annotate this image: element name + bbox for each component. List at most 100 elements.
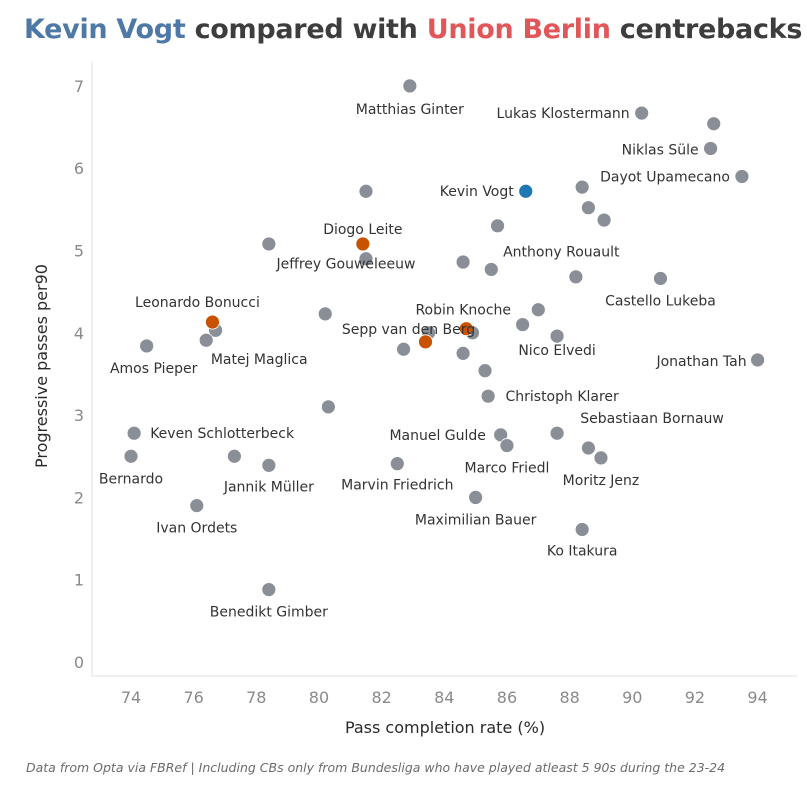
point-label: Benedikt Gimber bbox=[210, 605, 328, 621]
player-point bbox=[499, 438, 515, 453]
player-point bbox=[750, 352, 765, 368]
y-tick-label: 1 bbox=[74, 571, 84, 590]
player-point bbox=[123, 448, 139, 464]
point-label: Christoph Klarer bbox=[505, 389, 619, 405]
point-label: Ivan Ordets bbox=[156, 521, 237, 537]
point-label: Castello Lukeba bbox=[605, 293, 716, 309]
data-points bbox=[123, 78, 765, 597]
player-point bbox=[593, 450, 609, 466]
player-point bbox=[477, 363, 493, 379]
point-label: Jonathan Tah bbox=[655, 354, 746, 370]
point-label: Lukas Klostermann bbox=[497, 106, 630, 122]
player-point bbox=[261, 236, 277, 252]
player-point bbox=[581, 200, 596, 216]
x-tick-labels: 74 76 78 80 82 84 86 88 90 92 94 bbox=[121, 688, 768, 707]
x-tick-label: 84 bbox=[434, 688, 454, 707]
player-point bbox=[139, 338, 155, 354]
player-point bbox=[490, 218, 505, 234]
title-middle: compared with bbox=[194, 14, 418, 45]
y-tick-label: 4 bbox=[74, 324, 84, 343]
x-tick-label: 76 bbox=[183, 688, 203, 707]
player-point bbox=[320, 399, 336, 415]
player-point bbox=[480, 388, 496, 404]
point-label: Maximilian Bauer bbox=[415, 512, 537, 528]
player-point bbox=[706, 116, 722, 132]
player-point bbox=[653, 271, 668, 286]
x-tick-label: 86 bbox=[497, 688, 517, 707]
player-point bbox=[468, 489, 484, 505]
point-label: Niklas Süle bbox=[622, 142, 699, 158]
point-label: Leonardo Bonucci bbox=[135, 295, 260, 311]
x-tick-label: 78 bbox=[246, 688, 266, 707]
point-labels: Matthias Ginter Lukas Klostermann Niklas S… bbox=[99, 102, 747, 621]
title-team: Union Berlin bbox=[426, 14, 611, 45]
y-tick-label: 3 bbox=[74, 406, 84, 425]
point-label: Robin Knoche bbox=[415, 303, 511, 319]
player-point bbox=[226, 448, 242, 464]
y-tick-label: 7 bbox=[74, 77, 84, 96]
player-point bbox=[455, 254, 471, 270]
player-point bbox=[455, 345, 471, 361]
point-label: Marco Friedl bbox=[465, 461, 550, 477]
y-tick-label: 0 bbox=[74, 653, 84, 672]
point-label: Sebastiaan Bornauw bbox=[580, 411, 724, 427]
player-point bbox=[596, 212, 612, 228]
player-point bbox=[358, 183, 374, 199]
player-point bbox=[317, 306, 333, 322]
y-tick-label: 5 bbox=[74, 242, 84, 261]
y-tick-label: 2 bbox=[74, 488, 84, 507]
union-berlin-point bbox=[458, 321, 474, 337]
union-berlin-point bbox=[418, 334, 433, 350]
point-label: Anthony Rouault bbox=[503, 244, 620, 260]
highlighted-point bbox=[518, 183, 534, 199]
point-label: Sepp van den Berg bbox=[342, 322, 475, 338]
y-axis-title: Progressive passes per90 bbox=[32, 264, 51, 468]
player-point bbox=[396, 341, 411, 357]
player-point bbox=[261, 582, 277, 597]
player-point bbox=[734, 169, 750, 184]
source-note: Data from Opta via FBRef | Including CBs… bbox=[26, 760, 726, 775]
point-label: Diogo Leite bbox=[323, 222, 402, 238]
point-label: Dayot Upamecano bbox=[600, 169, 730, 185]
x-axis-title: Pass completion rate (%) bbox=[345, 718, 545, 737]
player-point bbox=[483, 262, 499, 277]
x-tick-label: 94 bbox=[747, 688, 767, 707]
point-label: Bernardo bbox=[99, 471, 163, 487]
point-label: Matthias Ginter bbox=[356, 102, 464, 118]
union-berlin-point bbox=[355, 236, 371, 252]
player-point bbox=[189, 498, 205, 514]
point-label: Amos Pieper bbox=[110, 361, 198, 377]
point-label: Marvin Friedrich bbox=[341, 478, 453, 494]
player-point bbox=[126, 425, 142, 441]
player-point bbox=[574, 179, 590, 195]
point-label: Kevin Vogt bbox=[440, 184, 515, 200]
player-point bbox=[703, 141, 719, 156]
player-point bbox=[530, 302, 546, 318]
point-label: Keven Schlotterbeck bbox=[150, 426, 295, 442]
player-point bbox=[261, 457, 277, 473]
player-point bbox=[634, 105, 650, 121]
union-berlin-point bbox=[205, 314, 220, 330]
point-label: Ko Itakura bbox=[547, 543, 618, 559]
x-tick-label: 92 bbox=[685, 688, 705, 707]
player-point bbox=[581, 440, 596, 456]
x-tick-label: 80 bbox=[309, 688, 329, 707]
player-point bbox=[358, 251, 374, 267]
player-point bbox=[549, 328, 565, 344]
x-tick-label: 82 bbox=[371, 688, 391, 707]
x-tick-label: 90 bbox=[622, 688, 642, 707]
player-point bbox=[568, 269, 584, 285]
player-point bbox=[389, 456, 405, 472]
chart-title: Kevin Vogt compared with Union Berlin ce… bbox=[24, 14, 802, 45]
player-point bbox=[574, 522, 590, 537]
title-end: centrebacks bbox=[619, 14, 803, 45]
player-point bbox=[402, 78, 418, 94]
point-label: Matej Maglica bbox=[211, 352, 308, 368]
y-tick-label: 6 bbox=[74, 159, 84, 178]
point-label: Nico Elvedi bbox=[518, 343, 596, 359]
player-point bbox=[549, 425, 565, 441]
x-tick-label: 74 bbox=[121, 688, 141, 707]
player-point bbox=[198, 332, 214, 348]
y-tick-labels: 0 1 2 3 4 5 6 7 bbox=[74, 77, 84, 672]
point-label: Jannik Müller bbox=[223, 479, 314, 495]
